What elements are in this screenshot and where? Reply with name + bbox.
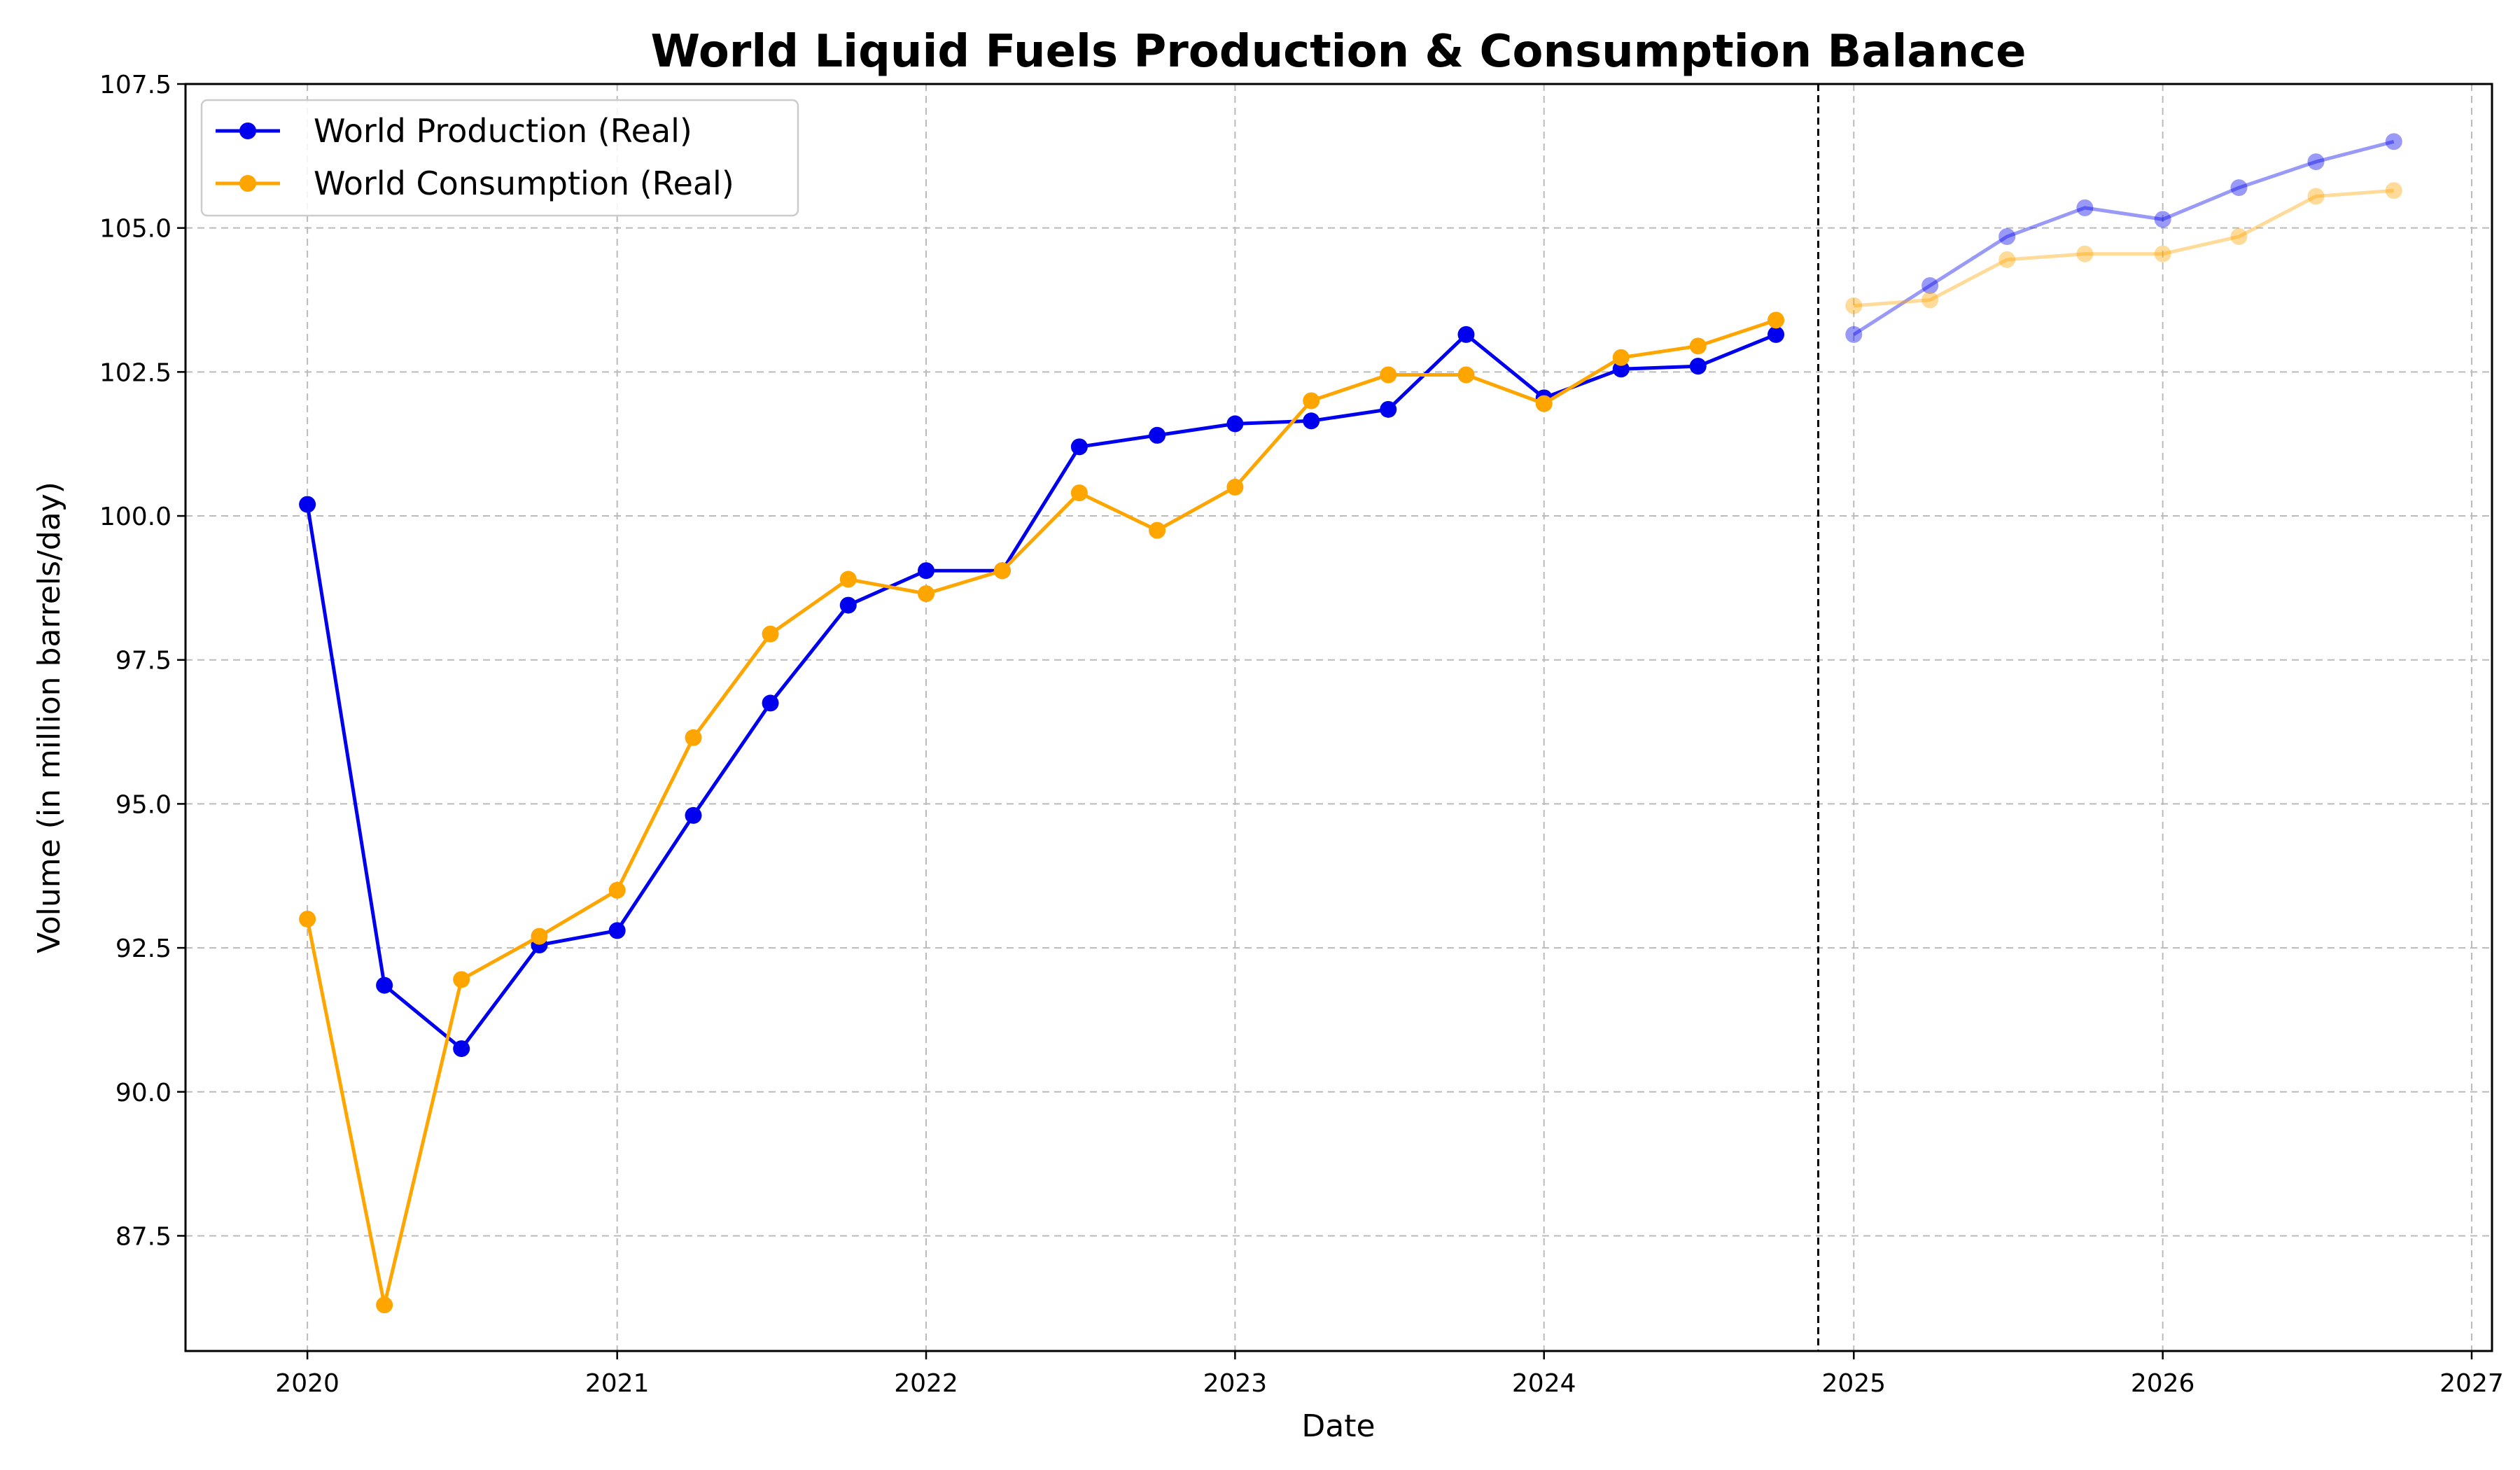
x-tick-label: 2022 — [894, 1369, 958, 1398]
data-point-consumption — [299, 910, 316, 927]
forecast-point-production — [2307, 153, 2325, 171]
data-point-consumption — [918, 585, 935, 603]
data-point-production — [1070, 438, 1088, 456]
data-point-production — [1768, 326, 1785, 343]
x-tick-label: 2021 — [585, 1369, 650, 1398]
y-tick-label: 90.0 — [115, 1079, 172, 1107]
data-point-consumption — [531, 927, 548, 945]
forecast-point-consumption — [2385, 182, 2402, 200]
forecast-point-consumption — [1845, 297, 1863, 314]
forecast-line-production — [1852, 139, 2395, 336]
x-tick-label: 2025 — [1821, 1369, 1886, 1398]
data-point-consumption — [1226, 478, 1244, 496]
data-point-production — [685, 806, 702, 824]
data-point-production — [453, 1040, 470, 1058]
data-point-consumption — [1768, 312, 1785, 329]
data-point-consumption — [608, 881, 626, 899]
legend-label-production: World Production (Real) — [314, 112, 692, 150]
data-point-consumption — [993, 562, 1011, 580]
forecast-point-production — [1845, 326, 1863, 343]
ticks: 87.5 90.0 92.5 95.0 97.5 100.0 102.5 105.0 107.5… — [99, 71, 2504, 1398]
y-tick-label: 92.5 — [115, 934, 172, 963]
legend-marker-consumption — [239, 175, 256, 192]
data-point-production — [1612, 360, 1630, 378]
forecast-point-consumption — [2307, 188, 2325, 205]
data-point-consumption — [839, 570, 857, 588]
x-tick-label: 2023 — [1203, 1369, 1268, 1398]
data-point-production — [299, 496, 316, 513]
y-tick-label: 100.0 — [99, 503, 172, 531]
data-point-consumption — [376, 1296, 393, 1314]
x-tick-label: 2026 — [2131, 1369, 2195, 1398]
data-point-production — [608, 922, 626, 939]
data-point-production — [918, 562, 935, 580]
legend: World Production (Real) World Consumptio… — [200, 99, 799, 217]
data-point-production — [839, 596, 857, 614]
x-tick-label: 2027 — [2440, 1369, 2504, 1398]
series-line-production — [305, 332, 1777, 1051]
data-point-consumption — [453, 971, 470, 988]
forecast-point-production — [2076, 199, 2094, 216]
y-tick-label: 105.0 — [99, 215, 172, 244]
legend-box — [200, 99, 799, 217]
x-tick-label: 2024 — [1512, 1369, 1576, 1398]
data-point-consumption — [685, 729, 702, 746]
y-tick-label: 97.5 — [115, 647, 172, 676]
data-point-consumption — [1070, 484, 1088, 502]
data-point-production — [1303, 412, 1320, 430]
series-layer — [299, 133, 2402, 1314]
data-point-production — [762, 694, 779, 712]
y-tick-label: 95.0 — [115, 790, 172, 819]
data-point-consumption — [1303, 392, 1320, 410]
data-point-production — [1149, 426, 1166, 444]
x-axis-label: Date — [1301, 1408, 1375, 1444]
data-point-consumption — [1612, 349, 1630, 366]
data-point-consumption — [1689, 337, 1707, 355]
y-axis-label: Volume (in million barrels/day) — [31, 482, 67, 953]
data-point-production — [1689, 358, 1707, 375]
data-point-consumption — [1149, 522, 1166, 539]
data-point-consumption — [1380, 366, 1397, 384]
forecast-point-production — [1998, 228, 2016, 246]
forecast-point-production — [1921, 276, 1939, 294]
forecast-point-consumption — [1998, 251, 2016, 268]
forecast-point-consumption — [2076, 245, 2094, 262]
forecast-line-consumption — [1854, 188, 2394, 308]
data-point-consumption — [1535, 395, 1553, 412]
forecast-point-production — [2154, 211, 2171, 228]
data-point-production — [1380, 400, 1397, 418]
forecast-point-production — [2385, 133, 2402, 150]
plot-frame — [184, 83, 2493, 1352]
data-point-production — [1226, 415, 1244, 433]
chart-title: World Liquid Fuels Production & Consumpt… — [651, 26, 2026, 78]
data-point-production — [376, 976, 393, 994]
series-line-consumption — [305, 318, 1777, 1307]
legend-marker-production — [239, 122, 256, 139]
data-point-consumption — [1457, 366, 1475, 384]
y-tick-label: 87.5 — [115, 1222, 172, 1251]
x-tick-label: 2020 — [275, 1369, 340, 1398]
forecast-point-consumption — [2230, 228, 2248, 246]
y-tick-label: 107.5 — [99, 71, 172, 99]
forecast-point-production — [2230, 179, 2248, 197]
data-point-production — [1457, 326, 1475, 343]
y-tick-label: 102.5 — [99, 358, 172, 387]
data-point-consumption — [762, 625, 779, 643]
forecast-point-consumption — [2154, 245, 2171, 262]
forecast-point-consumption — [1921, 291, 1939, 309]
legend-label-consumption: World Consumption (Real) — [314, 164, 734, 202]
